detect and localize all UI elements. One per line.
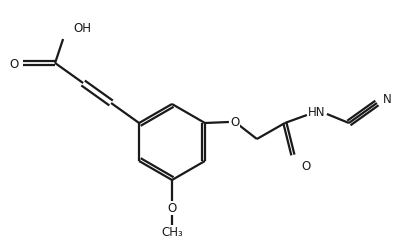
Text: HN: HN bbox=[308, 105, 325, 118]
Text: CH₃: CH₃ bbox=[161, 226, 183, 239]
Text: OH: OH bbox=[73, 22, 91, 35]
Text: N: N bbox=[383, 92, 392, 105]
Text: O: O bbox=[230, 115, 239, 128]
Text: O: O bbox=[167, 202, 177, 215]
Text: O: O bbox=[301, 159, 310, 172]
Text: O: O bbox=[10, 57, 19, 70]
